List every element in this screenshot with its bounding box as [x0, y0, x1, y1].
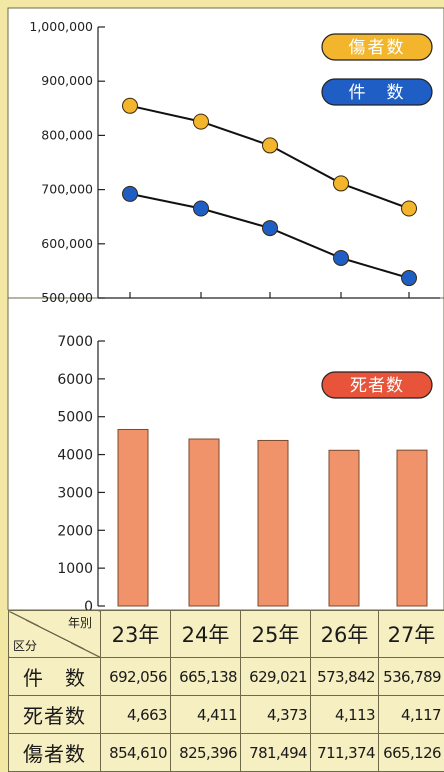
- y-tick-label: 1,000,000: [29, 19, 93, 34]
- table-row-accidents: 件 数 692,056 665,138 629,021 573,842 536,…: [9, 658, 444, 696]
- legend-label: 傷者数: [349, 38, 406, 58]
- y-tick-label: 800,000: [41, 127, 93, 142]
- year-header: 23年: [101, 611, 171, 658]
- table-cell: 665,126: [379, 734, 444, 772]
- bar: [118, 429, 148, 606]
- bar: [189, 439, 219, 606]
- table-cell: 4,113: [311, 696, 379, 734]
- year-header: 25年: [241, 611, 311, 658]
- table-cell: 4,373: [241, 696, 311, 734]
- table-cell: 629,021: [241, 658, 311, 696]
- row-label: 傷者数: [9, 734, 101, 772]
- data-table: 年別 区分 23年 24年 25年 26年 27年 件 数 692,056 66…: [8, 610, 444, 772]
- y-tick-label: 3000: [57, 485, 93, 501]
- bar: [329, 450, 359, 606]
- bar: [258, 440, 288, 606]
- year-header: 26年: [311, 611, 379, 658]
- legend-label: 件 数: [349, 83, 406, 103]
- corner-label-category: 区分: [13, 637, 37, 654]
- table-cell: 781,494: [241, 734, 311, 772]
- row-label: 死者数: [9, 696, 101, 734]
- legend-label: 死者数: [350, 376, 404, 396]
- y-tick-label: 4000: [57, 448, 93, 464]
- data-point: [402, 201, 417, 216]
- row-label: 件 数: [9, 658, 101, 696]
- y-tick-label: 500,000: [41, 290, 93, 305]
- corner-label-year: 年別: [68, 614, 92, 631]
- data-point: [263, 138, 278, 153]
- y-tick-label: 1000: [57, 561, 93, 577]
- y-tick-label: 600,000: [41, 236, 93, 251]
- data-point: [334, 176, 349, 191]
- data-point: [194, 114, 209, 129]
- table-corner-cell: 年別 区分: [9, 611, 101, 658]
- y-tick-label: 900,000: [41, 73, 93, 88]
- chart-area: 500,000 600,000 700,000 800,000 900,000 1,000…: [0, 0, 444, 610]
- data-point: [334, 250, 349, 265]
- y-tick-label: 6000: [57, 372, 93, 388]
- y-tick-label: 2000: [57, 523, 93, 539]
- table-cell: 536,789: [379, 658, 444, 696]
- data-point: [123, 98, 138, 113]
- table-cell: 711,374: [311, 734, 379, 772]
- y-tick-label: 0: [84, 599, 93, 610]
- year-header: 27年: [379, 611, 444, 658]
- table-cell: 692,056: [101, 658, 171, 696]
- bar: [397, 450, 427, 606]
- year-header: 24年: [171, 611, 241, 658]
- table-row-injured: 傷者数 854,610 825,396 781,494 711,374 665,…: [9, 734, 444, 772]
- data-point: [194, 201, 209, 216]
- data-point: [263, 221, 278, 236]
- table-cell: 4,411: [171, 696, 241, 734]
- table-header-row: 年別 区分 23年 24年 25年 26年 27年: [9, 611, 444, 658]
- table-cell: 854,610: [101, 734, 171, 772]
- table-cell: 573,842: [311, 658, 379, 696]
- y-tick-label: 5000: [57, 410, 93, 426]
- table-row-deaths: 死者数 4,663 4,411 4,373 4,113 4,117: [9, 696, 444, 734]
- data-point: [123, 186, 138, 201]
- table-cell: 4,117: [379, 696, 444, 734]
- y-tick-label: 700,000: [41, 182, 93, 197]
- table-cell: 825,396: [171, 734, 241, 772]
- data-point: [402, 271, 417, 286]
- y-tick-label: 7000: [57, 334, 93, 350]
- table-cell: 665,138: [171, 658, 241, 696]
- table-cell: 4,663: [101, 696, 171, 734]
